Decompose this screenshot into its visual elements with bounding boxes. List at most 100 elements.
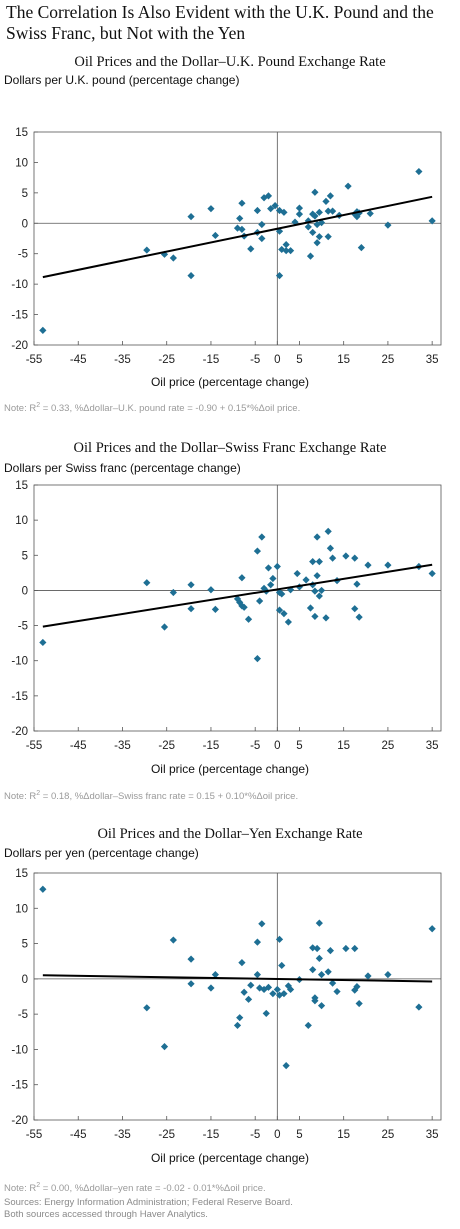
data-point (313, 533, 321, 541)
x-tick-label: -45 (70, 354, 87, 366)
data-point (240, 603, 248, 611)
data-point (313, 239, 321, 247)
data-point (238, 602, 246, 610)
data-point (315, 208, 323, 216)
data-point (355, 613, 363, 621)
x-tick-label: -25 (158, 1129, 175, 1141)
y-tick-label: 0 (22, 218, 28, 230)
data-point (311, 997, 319, 1005)
note-superscript: 2 (36, 1182, 41, 1189)
data-point (169, 936, 177, 944)
y-tick-label: 15 (15, 480, 28, 492)
data-point (282, 1062, 290, 1070)
data-point (313, 572, 321, 580)
x-tick-label: -5 (250, 354, 260, 366)
x-tick-label: -45 (70, 1129, 87, 1141)
data-point (295, 204, 304, 212)
data-point (384, 971, 392, 979)
data-point (293, 569, 301, 578)
data-point (275, 588, 284, 597)
regression-line-jpy (42, 974, 433, 983)
data-point (253, 971, 262, 979)
data-point (309, 581, 317, 589)
data-point (187, 980, 195, 988)
data-point (428, 217, 436, 225)
data-point (278, 961, 286, 970)
x-tick-label: 0 (274, 1129, 280, 1141)
data-point (384, 561, 392, 569)
x-axis-label-chf: Oil price (percentage change) (150, 762, 310, 776)
plot-frame-chf (33, 484, 442, 732)
regression-line-gbp (42, 195, 433, 279)
data-point (306, 604, 315, 612)
data-point (207, 586, 215, 594)
data-point (384, 221, 392, 229)
y-tick-label: 0 (22, 585, 28, 597)
data-point (351, 944, 359, 953)
data-point (315, 954, 323, 962)
data-point (260, 985, 268, 994)
data-point (187, 605, 195, 613)
x-tick-label: 0 (274, 354, 280, 366)
note-superscript: 2 (36, 402, 41, 409)
data-point (322, 197, 330, 205)
data-point (322, 614, 330, 622)
data-point (233, 1021, 242, 1030)
y-axis-label-chf: Dollars per Swiss franc (percentage chan… (4, 461, 241, 475)
data-point (256, 597, 264, 605)
data-point (273, 985, 281, 994)
data-point (317, 586, 326, 595)
data-point (39, 638, 47, 647)
data-point (317, 219, 326, 227)
data-point (269, 990, 277, 998)
data-point (169, 254, 177, 262)
data-point (351, 554, 359, 562)
y-tick-label: -5 (18, 621, 28, 633)
data-point (280, 990, 288, 998)
x-tick-label: -55 (26, 1129, 43, 1141)
note-text: = 0.00, %Δdollar–yen rate = -0.02 - 0.01… (40, 1183, 266, 1195)
data-point (315, 919, 323, 927)
data-point (253, 206, 262, 215)
x-tick-label: 35 (426, 1129, 439, 1141)
x-tick-label: -25 (158, 740, 175, 752)
x-tick-label: 35 (426, 354, 439, 366)
data-point (207, 984, 215, 992)
data-point (313, 944, 321, 953)
x-tick-label: -15 (203, 354, 220, 366)
data-point (280, 208, 288, 216)
y-tick-label: -10 (11, 656, 28, 668)
x-tick-label: 5 (296, 740, 302, 752)
data-point (282, 247, 290, 255)
data-point (295, 210, 304, 218)
x-tick-label: -15 (203, 740, 220, 752)
data-point (187, 955, 195, 963)
x-tick-label: -25 (158, 354, 175, 366)
data-point (264, 192, 273, 200)
y-tick-label: -20 (11, 340, 28, 352)
y-tick-label: 10 (15, 157, 28, 169)
y-tick-label: 5 (22, 550, 28, 562)
note-text: = 0.33, %Δdollar–U.K. pound rate = -0.90… (40, 403, 301, 415)
x-tick-label: 25 (382, 354, 395, 366)
x-tick-label: 15 (337, 740, 350, 752)
data-point (275, 606, 284, 614)
data-point (329, 207, 337, 215)
data-point (364, 972, 372, 980)
x-tick-label: 15 (337, 1129, 350, 1141)
regression-line-chf (42, 563, 433, 628)
chart-title-gbp: Oil Prices and the Dollar–U.K. Pound Exc… (74, 54, 386, 70)
data-point (236, 598, 244, 606)
data-point (309, 228, 317, 237)
data-point (324, 968, 332, 976)
y-tick-label: -5 (18, 249, 28, 261)
y-tick-label: -10 (11, 1044, 28, 1056)
note-jpy: Note: R2 = 0.00, %Δdollar–yen rate = -0.… (4, 1182, 456, 1194)
data-point (160, 623, 169, 631)
data-point (160, 1043, 169, 1051)
data-point (236, 214, 244, 223)
data-point (143, 1004, 151, 1012)
x-tick-label: -35 (114, 740, 131, 752)
data-point (344, 182, 352, 190)
data-point (267, 205, 275, 213)
